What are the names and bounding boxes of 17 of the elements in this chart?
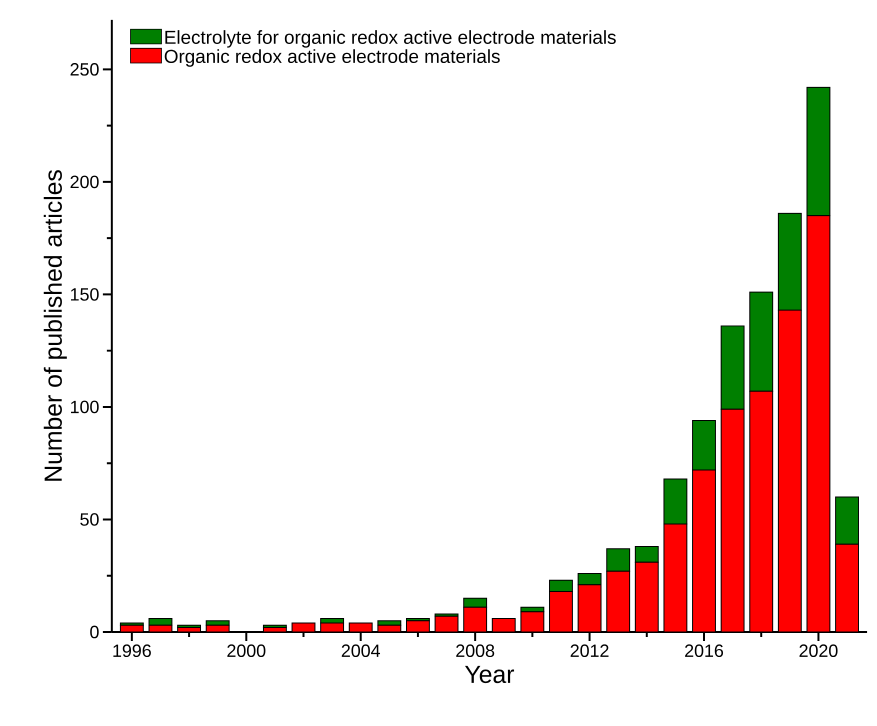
y-tick-label: 200 bbox=[70, 175, 99, 188]
x-tick-label: 2012 bbox=[570, 644, 608, 657]
legend-label: Electrolyte for organic redox active electrode materials bbox=[165, 30, 616, 48]
x-tick-label: 2000 bbox=[227, 644, 266, 657]
y-tick-label: 250 bbox=[70, 62, 99, 76]
x-axis-title: Year bbox=[464, 666, 514, 683]
x-tick-label: 2020 bbox=[800, 644, 838, 657]
x-tick-label: 2004 bbox=[342, 644, 380, 657]
x-tick-label: 2008 bbox=[456, 644, 494, 657]
y-tick-label: 150 bbox=[71, 288, 99, 301]
x-tick-label: 1996 bbox=[113, 644, 151, 657]
legend-label: Organic redox active electrode materials bbox=[164, 49, 500, 67]
y-tick-label: 100 bbox=[71, 400, 99, 414]
y-tick-label: 0 bbox=[90, 625, 99, 638]
y-axis-title: Number of published articles bbox=[44, 170, 67, 481]
y-tick-label: 50 bbox=[80, 512, 99, 526]
x-tick-label: 2016 bbox=[685, 644, 724, 657]
